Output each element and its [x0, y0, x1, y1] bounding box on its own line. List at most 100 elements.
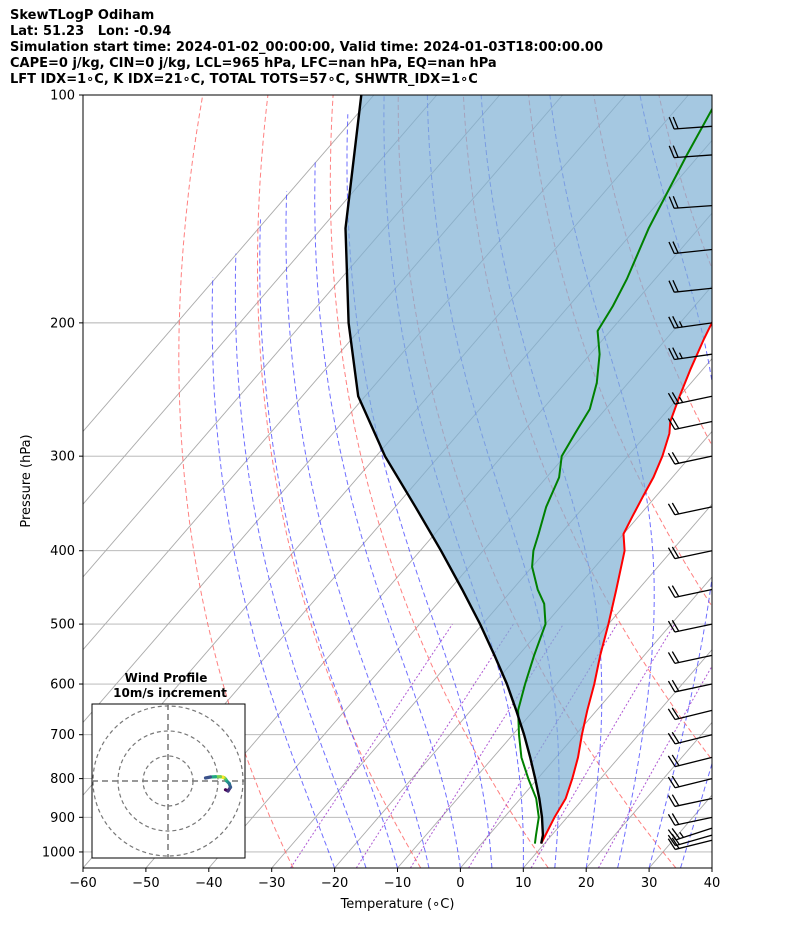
simulation-times: Simulation start time: 2024-01-02_00:00:… — [10, 40, 603, 55]
moist-adiabat — [346, 114, 493, 868]
hodograph-segment — [203, 775, 213, 780]
moist-adiabat — [680, 761, 712, 868]
barb-staff — [674, 125, 713, 130]
wind-barb — [667, 775, 713, 789]
hodograph: Wind Profile 10m/s increment — [91, 671, 246, 859]
wind-barb — [667, 417, 713, 431]
barb-flag — [672, 196, 679, 209]
wind-barb — [667, 731, 713, 745]
barb-flag — [671, 828, 681, 839]
barb-flag — [667, 392, 676, 405]
wind-barb — [667, 754, 713, 768]
barb-staff — [674, 777, 713, 789]
barb-flag — [667, 586, 676, 598]
barb-flag — [671, 837, 680, 849]
x-tick-label: −60 — [69, 876, 96, 891]
barb-flag — [672, 116, 679, 129]
barb-staff — [674, 287, 713, 293]
y-tick-label: 700 — [50, 728, 75, 743]
barb-staff — [674, 353, 713, 361]
barb-staff — [674, 506, 713, 516]
moist-adiabat — [383, 95, 524, 868]
convective-params: CAPE=0 j/kg, CIN=0 j/kg, LCL=965 hPa, LF… — [10, 56, 497, 71]
barb-flag — [668, 145, 675, 158]
barb-staff — [674, 154, 713, 159]
barb-flag — [667, 418, 676, 430]
barb-flag — [668, 316, 675, 329]
wind-barb — [667, 392, 713, 405]
moist-adiabat — [211, 277, 336, 868]
barb-flag — [667, 708, 676, 720]
barb-flag — [667, 452, 676, 465]
barb-flag — [668, 117, 675, 130]
wind-barb — [667, 502, 713, 516]
y-tick-label: 300 — [50, 450, 75, 465]
barb-staff — [674, 816, 713, 826]
moist-adiabat — [639, 95, 712, 868]
barb-flag — [667, 813, 676, 826]
dewpoint-profile — [517, 107, 712, 844]
wind-barb — [667, 707, 713, 721]
barb-flag — [671, 417, 680, 429]
data-layer — [344, 95, 712, 845]
barb-flag — [667, 838, 676, 850]
barb-flag — [667, 829, 677, 841]
isotherm-line — [334, 430, 712, 868]
chart-title: SkewTLogP Odiham — [10, 8, 155, 23]
barb-staff — [674, 654, 713, 664]
barb-flag — [672, 241, 679, 254]
barb-staff — [674, 455, 713, 465]
wind-barb — [667, 679, 713, 693]
barb-staff — [674, 839, 713, 851]
wind-barbs — [667, 116, 713, 851]
barb-flag — [671, 731, 680, 744]
barb-half-flag — [679, 831, 684, 838]
hodograph-subtitle: 10m/s increment — [113, 686, 227, 700]
barb-flag — [668, 280, 675, 293]
moist-adiabat — [259, 219, 398, 868]
x-tick-label: −50 — [132, 876, 159, 891]
wind-barb — [668, 241, 713, 255]
barb-flag — [671, 651, 680, 663]
wind-barb — [667, 585, 713, 598]
barb-flag — [671, 585, 680, 597]
barb-flag — [667, 776, 676, 789]
y-tick-label: 200 — [50, 316, 75, 331]
barb-staff — [674, 395, 713, 405]
wind-barb — [667, 794, 713, 808]
x-tick-label: 0 — [456, 876, 464, 891]
barb-flag — [667, 795, 676, 807]
barb-staff — [674, 588, 713, 598]
hodograph-plot — [92, 704, 245, 858]
x-axis-label: Temperature (∘C) — [340, 897, 455, 912]
x-tick-label: 30 — [641, 876, 658, 891]
mixing-ratio-line — [409, 623, 564, 868]
mixing-ratio-line — [355, 623, 514, 868]
barb-flag — [671, 392, 680, 404]
y-tick-label: 100 — [50, 89, 75, 104]
barb-staff — [674, 709, 713, 721]
wind-barb — [668, 347, 713, 361]
barb-half-flag — [678, 321, 683, 328]
barb-flag — [667, 547, 676, 559]
temperature-profile — [540, 320, 712, 845]
barb-flag — [672, 145, 679, 158]
moist-adiabat — [314, 160, 461, 868]
barb-flag — [667, 620, 676, 633]
wind-barb — [667, 813, 713, 826]
y-tick-label: 500 — [50, 618, 75, 633]
barb-staff — [674, 683, 713, 693]
x-tick-label: −40 — [195, 876, 222, 891]
isotherm-line — [83, 95, 438, 505]
barb-flag — [668, 241, 675, 254]
wind-barb — [667, 837, 713, 851]
barb-flag — [667, 680, 676, 693]
wind-barb — [667, 451, 713, 465]
axes: Temperature (∘C) Pressure (hPa) −60 −50 −4… — [19, 89, 720, 913]
barb-flag — [671, 707, 680, 719]
barb-flag — [671, 754, 680, 766]
barb-staff — [675, 827, 713, 841]
barb-half-flag — [678, 352, 683, 359]
y-tick-label: 600 — [50, 678, 75, 693]
